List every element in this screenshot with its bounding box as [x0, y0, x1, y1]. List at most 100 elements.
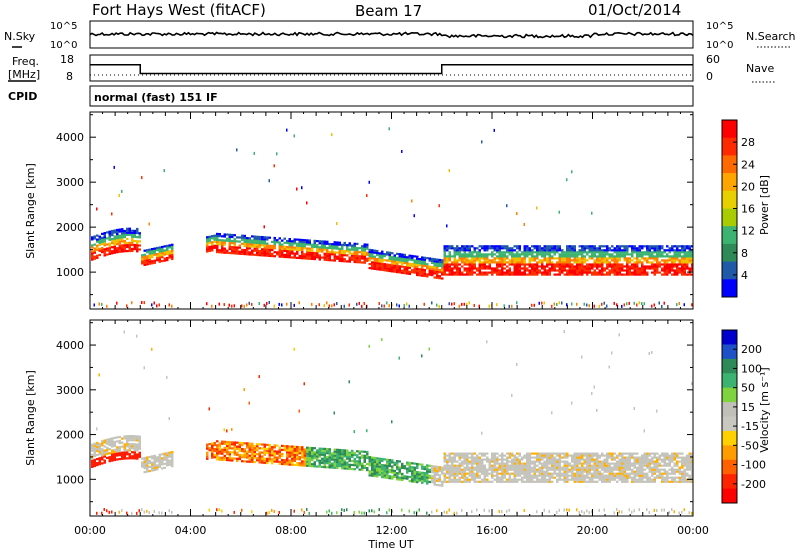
scatter-cell: [341, 463, 344, 466]
scatter-cell: [591, 245, 594, 248]
noise-right-tick-top: 10^5: [706, 21, 733, 32]
scatter-cell: [546, 251, 549, 254]
scatter-cell: [618, 468, 621, 471]
scatter-cell: [301, 240, 304, 244]
scatter-cell: [411, 269, 414, 272]
scatter-cell: [526, 478, 529, 481]
scatter-cell: [208, 449, 211, 452]
scatter-cell: [581, 470, 584, 473]
scatter-cell: [438, 260, 441, 264]
scatter-cell: [588, 458, 591, 461]
scatter-cell: [491, 458, 494, 461]
scatter-cell: [586, 462, 589, 465]
scatter-cell: [311, 257, 314, 260]
scatter-cell: [373, 259, 376, 262]
scatter-cell: [558, 466, 561, 469]
scatter-cell: [383, 464, 386, 467]
scatter-cell: [563, 255, 566, 258]
scatter-cell: [336, 456, 339, 459]
scatter-cell: [518, 253, 521, 256]
scatter-cell: [211, 243, 214, 246]
scatter-cell: [143, 261, 146, 264]
scatter-cell: [548, 271, 551, 274]
scatter-cell: [451, 269, 454, 272]
scatter-cell: [478, 452, 481, 455]
scatter-cell: [571, 458, 574, 461]
scatter-cell: [446, 273, 449, 276]
scatter-cell: [536, 261, 539, 264]
scatter-cell: [226, 459, 229, 462]
scatter-cell: [393, 268, 396, 271]
scatter-cell: [533, 480, 536, 483]
scatter-cell: [421, 473, 424, 476]
scatter-cell: [136, 439, 139, 442]
ground-clutter: [168, 509, 170, 513]
scatter-cell: [481, 271, 484, 274]
scatter-cell: [671, 261, 674, 264]
scatter-cell: [543, 245, 546, 248]
scatter-cell: [101, 249, 104, 252]
scatter-cell: [621, 456, 624, 459]
scatter-cell: [601, 480, 604, 483]
scatter-cell: [628, 267, 631, 270]
scatter-cell: [228, 251, 231, 255]
scatter-cell: [226, 457, 229, 460]
scatter-cell: [318, 447, 321, 450]
scatter-cell: [551, 460, 554, 463]
ground-clutter: [598, 508, 600, 512]
scatter-cell: [308, 460, 311, 464]
scatter-cell: [663, 478, 666, 481]
scatter-cell: [343, 258, 346, 261]
scatter-cell: [663, 261, 666, 264]
scatter-cell: [476, 273, 479, 276]
scatter-cell: [516, 269, 519, 272]
scatter-cell: [213, 238, 216, 241]
scatter-cell: [591, 460, 594, 463]
scatter-cell: [458, 452, 461, 455]
scatter-cell: [361, 261, 364, 264]
scatter-cell: [96, 441, 99, 445]
scatter-cell: [638, 468, 641, 471]
scatter-cell: [356, 248, 359, 252]
scatter-cell: [323, 459, 326, 463]
scatter-cell: [321, 451, 324, 454]
colorbar-swatch: [722, 279, 737, 298]
scatter-cell: [143, 467, 146, 470]
scatter-cell: [313, 256, 316, 259]
scatter-cell: [516, 452, 519, 455]
scatter-cell: [453, 259, 456, 262]
scatter-cell: [328, 464, 331, 467]
scatter-cell: [266, 254, 269, 257]
scatter-cell: [106, 442, 109, 445]
scatter-cell: [376, 469, 379, 472]
scatter-cell: [391, 465, 394, 468]
scatter-cell: [451, 468, 454, 471]
scatter-cell: [223, 251, 226, 254]
scatter-cell: [596, 464, 599, 467]
scatter-cell: [316, 449, 319, 452]
scatter-cell: [528, 466, 531, 469]
scatter-cell: [588, 257, 591, 260]
scatter-cell: [671, 476, 674, 479]
scatter-cell: [511, 462, 514, 465]
scatter-cell: [393, 262, 396, 265]
scatter-cell: [298, 238, 301, 241]
scatter-cell: [381, 474, 384, 477]
scatter-cell: [401, 265, 404, 268]
scatter-cell: [103, 244, 106, 247]
scatter-cell: [316, 250, 319, 253]
scatter-cell: [266, 459, 269, 463]
scatter-cell: [448, 456, 451, 459]
scatter-cell: [503, 261, 506, 264]
scatter-cell: [243, 448, 246, 451]
scatter-cell: [473, 462, 476, 465]
scatter-cell: [538, 472, 541, 475]
scatter-cell: [678, 251, 681, 254]
scatter-cell: [478, 255, 481, 258]
scatter-cell: [648, 466, 651, 469]
scatter-cell: [381, 466, 384, 469]
scatter-cell: [553, 452, 556, 455]
scatter-cell: [426, 464, 429, 467]
scatter-cell: [153, 468, 156, 472]
scatter-cell: [633, 273, 636, 276]
